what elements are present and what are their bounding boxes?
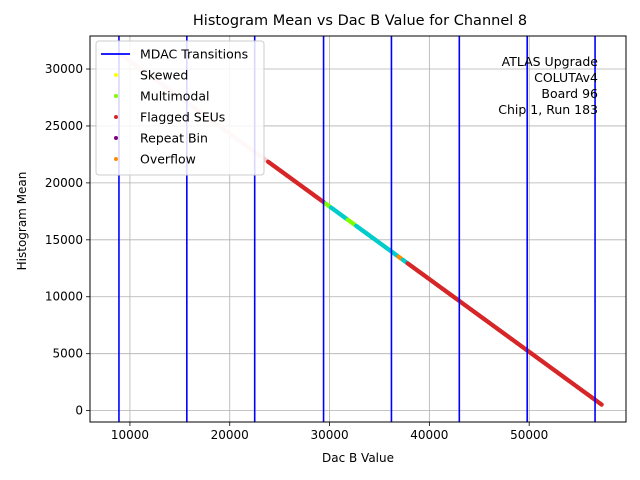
legend-marker-swatch [114,136,118,140]
legend: MDAC Transitions Skewed Multimodal Flagged … [95,40,265,176]
legend-label: Flagged SEUs [140,110,225,125]
axes-frame [89,35,627,423]
legend-label: MDAC Transitions [140,47,248,62]
legend-label: Multimodal [140,89,209,104]
x-tick-label: 20000 [211,428,249,442]
x-axis-label: Dac B Value [322,451,394,465]
legend-marker-swatch [114,157,118,161]
y-tick-label: 5000 [52,347,83,361]
x-tick-label: 10000 [111,428,149,442]
y-axis-label: Histogram Mean [15,172,29,271]
legend-label: Repeat Bin [140,131,208,146]
legend-marker-swatch [114,115,118,119]
grid [90,36,626,422]
annotation-line: Board 96 [537,86,598,101]
y-tick-label: 25000 [45,119,83,133]
legend-box [95,40,265,176]
annotation-line: COLUTAv4 [534,70,598,85]
y-tick-label: 10000 [45,290,83,304]
legend-marker-swatch [114,94,118,98]
x-tick-label: 50000 [510,428,548,442]
y-tick-label: 20000 [45,176,83,190]
legend-label: Skewed [140,68,188,83]
y-axis-ticks: 0 5000 10000 15000 20000 25000 30000 [45,62,90,418]
annotation-line: Chip 1, Run 183 [498,102,598,117]
legend-label: Overflow [140,152,196,167]
x-tick-label: 30000 [310,428,348,442]
data-point [599,402,604,407]
y-tick-label: 15000 [45,233,83,247]
y-tick-label: 0 [75,404,83,418]
x-axis-ticks: 10000 20000 30000 40000 50000 [111,422,548,442]
y-tick-label: 30000 [45,62,83,76]
chart-title: Histogram Mean vs Dac B Value for Channe… [193,13,527,29]
x-tick-label: 40000 [410,428,448,442]
legend-marker-swatch [114,73,118,77]
annotation-line: ATLAS Upgrade [502,54,599,69]
